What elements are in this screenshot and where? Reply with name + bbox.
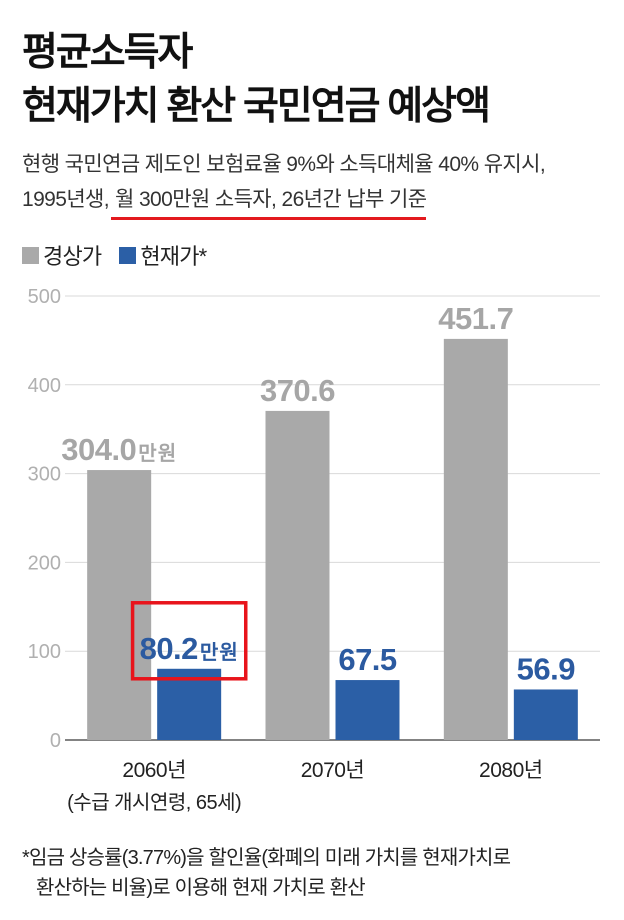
bar-nominal [265, 410, 330, 740]
legend-item-nominal: 경상가 [22, 239, 102, 271]
bar-present-value [157, 668, 222, 740]
bar-nominal [87, 470, 152, 740]
y-tick-label: 200 [28, 552, 61, 574]
data-label-value: 67.5 [338, 642, 397, 677]
legend-swatch-present-value [119, 246, 137, 264]
data-label-value: 451.7 [438, 301, 513, 336]
footnote-line-1: *임금 상승률(3.77%)을 할인율(화폐의 미래 가치를 현재가치로 [22, 847, 511, 869]
legend-item-present-value: 현재가* [119, 239, 207, 271]
data-label-present-value: 56.9 [517, 651, 576, 686]
y-tick-label: 400 [28, 375, 61, 397]
y-tick-label: 300 [28, 464, 61, 486]
subtitle-lead: 1995년생, [22, 188, 110, 211]
legend-label-present-value: 현재가* [140, 244, 207, 269]
data-label-present-value: 67.5 [338, 642, 397, 677]
y-tick-label: 500 [28, 286, 61, 308]
bar-present-value [513, 689, 578, 740]
data-label-unit: 만원 [200, 641, 239, 664]
legend-label-nominal: 경상가 [43, 244, 102, 269]
data-label-value: 80.2 [140, 631, 198, 666]
bar-present-value [335, 680, 400, 740]
data-label-nominal: 304.0만원 [61, 432, 177, 467]
category-label: 2060년 [122, 759, 186, 782]
legend-swatch-nominal [22, 246, 39, 264]
data-label-value: 370.6 [260, 373, 335, 408]
legend: 경상가 현재가* [22, 240, 224, 270]
data-label-nominal: 451.7 [438, 301, 513, 336]
page-title-line-2: 현재가치 환산 국민연금 예상액 [22, 85, 491, 128]
category-note: (수급 개시연령, 65세) [67, 791, 241, 814]
data-label-present-value: 80.2 만원 [140, 631, 239, 666]
subtitle-line-2: 1995년생, 월 300만원 소득자, 26년간 납부 기준 [22, 185, 427, 220]
y-tick-label: 100 [28, 641, 61, 663]
bar-nominal [443, 338, 508, 740]
page-title-line-1: 평균소득자 [22, 31, 193, 74]
data-label-nominal: 370.6 [260, 373, 335, 408]
subtitle-line-1: 현행 국민연금 제도인 보험료율 9%와 소득대체율 40% 유지시, [22, 153, 546, 176]
highlight-box [130, 601, 248, 681]
category-label: 2080년 [479, 759, 543, 782]
data-label-unit: 만원 [138, 442, 177, 465]
footnote-line-2: 환산하는 비율)로 이용해 현재 가치로 환산 [36, 877, 366, 899]
data-label-value: 304.0 [61, 432, 136, 467]
category-label: 2070년 [301, 759, 365, 782]
subtitle-emphasis-underlined: 월 300만원 소득자, 26년간 납부 기준 [111, 188, 427, 220]
data-label-value: 56.9 [517, 651, 576, 686]
y-tick-label: 0 [50, 730, 61, 752]
